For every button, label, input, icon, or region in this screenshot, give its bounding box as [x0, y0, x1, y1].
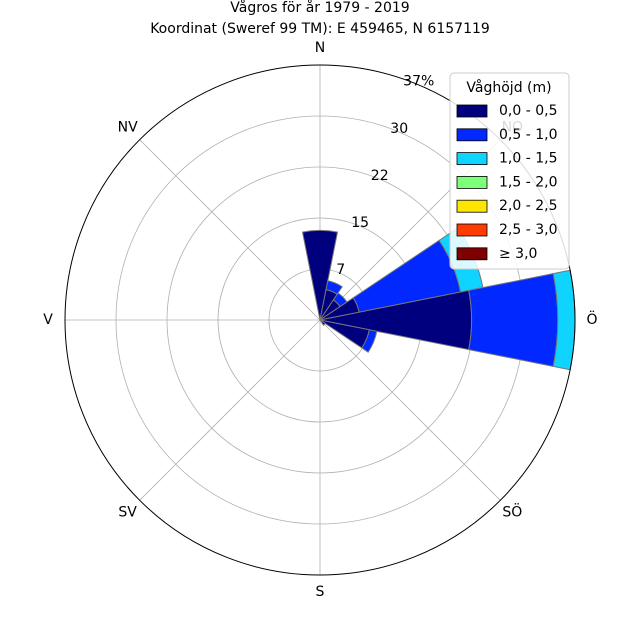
- grid-spoke: [319, 319, 501, 501]
- rose-bar-segment: [468, 273, 559, 367]
- legend-swatch: [456, 152, 488, 166]
- direction-label: S: [316, 584, 325, 600]
- legend-title: Våghöjd (m): [466, 79, 551, 96]
- rose-bars: [301, 227, 576, 371]
- legend-label: 0,0 - 0,5: [499, 103, 557, 119]
- legend: Våghöjd (m) 0,0 - 0,5 0,5 - 1,0 1,0 - 1,5 1…: [449, 72, 570, 270]
- grid-spoke: [139, 319, 321, 501]
- direction-label: V: [43, 312, 53, 328]
- legend-label: ≥ 3,0: [499, 246, 537, 262]
- legend-swatch: [456, 223, 488, 237]
- chart-title: Vågros för år 1979 - 2019: [230, 0, 409, 16]
- legend-swatch: [456, 104, 488, 118]
- direction-label: N: [315, 40, 325, 56]
- legend-label: 0,5 - 1,0: [499, 127, 557, 143]
- legend-label: 1,0 - 1,5: [499, 151, 557, 167]
- legend-frame: [449, 72, 570, 270]
- rose-bar-segment: [319, 319, 326, 326]
- ring-tick-label: 30: [390, 121, 408, 137]
- legend-swatch: [456, 199, 488, 213]
- rose-bar-segment: [325, 280, 343, 295]
- legend-swatch: [456, 175, 488, 189]
- rose-bar-segment: [301, 229, 339, 321]
- polar-outer-border: [64, 64, 576, 576]
- ring-tick-labels: 7 15 22 30 37%: [336, 74, 434, 278]
- ring-tick-label: 22: [371, 168, 389, 184]
- direction-label: SV: [118, 504, 137, 520]
- ring-tick-label: 37%: [403, 74, 434, 90]
- grid-spoke: [139, 139, 321, 321]
- direction-label: Ö: [586, 310, 597, 328]
- direction-label: NV: [118, 120, 138, 136]
- legend-label: 2,0 - 2,5: [499, 198, 557, 214]
- ring-tick-label: 15: [351, 215, 369, 231]
- direction-label: SÖ: [502, 502, 522, 520]
- legend-label: 2,5 - 3,0: [499, 222, 557, 238]
- legend-swatch: [456, 128, 488, 142]
- chart-subtitle: Koordinat (Sweref 99 TM): E 459465, N 61…: [150, 21, 490, 37]
- ring-tick-label: 7: [336, 262, 345, 278]
- legend-label: 1,5 - 2,0: [499, 174, 557, 190]
- legend-swatch: [456, 247, 488, 261]
- rose-bar-segment: [361, 329, 378, 353]
